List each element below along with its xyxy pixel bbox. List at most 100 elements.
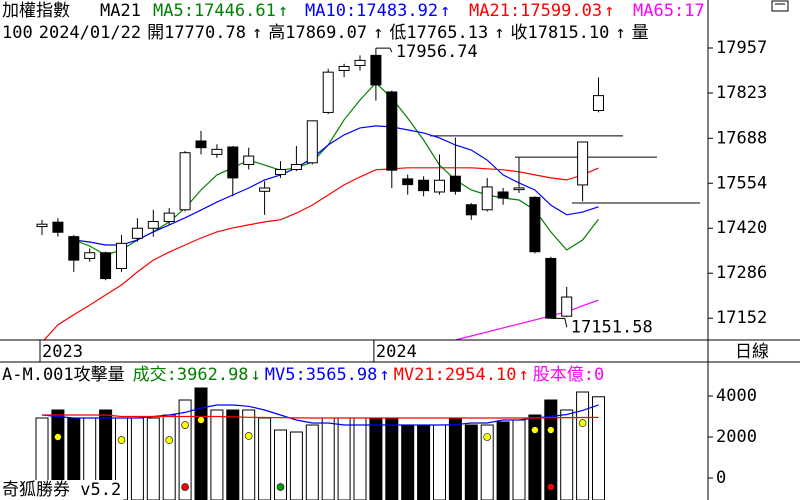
candle-body	[195, 140, 207, 149]
volume-bar	[448, 417, 462, 500]
footer-bg	[0, 480, 124, 500]
volume-bar	[35, 417, 49, 500]
volume-bar	[353, 417, 367, 500]
signal-dot	[244, 432, 253, 440]
candle-body	[147, 221, 159, 229]
signal-dot	[276, 483, 285, 491]
volume-bar	[401, 424, 415, 500]
y-tick-label: 17823	[716, 83, 767, 103]
volume-bar	[258, 417, 272, 500]
header-bg	[0, 363, 707, 385]
ma-line	[42, 414, 599, 419]
candle-body	[354, 59, 366, 66]
y-tick-label: 17152	[716, 308, 767, 328]
candle-body	[593, 95, 604, 111]
candle-body	[116, 242, 127, 270]
volume-bar	[194, 387, 208, 500]
signal-dot	[197, 416, 205, 424]
candle-body	[163, 212, 175, 223]
volume-bar	[560, 409, 574, 500]
volume-bar	[576, 391, 590, 500]
volume-bar	[496, 421, 510, 500]
window-button[interactable]	[771, 0, 789, 12]
candle-body	[306, 120, 318, 164]
volume-bar	[433, 424, 446, 500]
y-tick-label: 2000	[716, 427, 757, 447]
chart-title: 加權指數	[2, 1, 70, 21]
y-tick-label: 17957	[716, 38, 767, 58]
signal-dot	[483, 433, 492, 441]
signal-dot	[165, 436, 173, 444]
volume-bar	[130, 417, 144, 500]
info-item: ↑	[373, 23, 383, 43]
legend-label: MA5:17446.61	[153, 1, 276, 21]
candle-body	[52, 221, 64, 233]
candle-body	[402, 178, 414, 186]
candle-body	[84, 252, 96, 259]
period-label: 日線	[735, 342, 769, 362]
overlay: 17956.74 17151.58 17957 17823 17688 17554 1742…	[0, 0, 769, 500]
volume-bar	[210, 409, 224, 500]
volume-bar	[99, 409, 113, 500]
candle-body	[370, 54, 382, 86]
info-item: 量	[632, 23, 649, 43]
info-item: ↑	[252, 23, 262, 43]
candle-body	[36, 223, 48, 228]
legend-arrow: ↓	[251, 365, 261, 385]
legend-label: MA21:17599.03	[469, 1, 602, 21]
indicator-label: MA21	[100, 1, 141, 21]
annotation-leader	[375, 47, 393, 53]
candle-body	[68, 236, 80, 261]
signal-dot	[546, 426, 555, 434]
volume-bar	[385, 417, 399, 500]
legend-label: 股本億:0	[533, 365, 604, 385]
candle-body	[211, 148, 223, 155]
volume-title: A-M.001攻擊量	[2, 365, 125, 385]
candle-body	[497, 191, 509, 199]
y-tick-label: 4000	[716, 386, 757, 406]
volume-bar	[321, 417, 335, 500]
candle-body	[290, 163, 302, 170]
signal-dot	[546, 483, 555, 491]
candle-body	[322, 71, 334, 113]
info-item: 收17815.10	[511, 23, 610, 43]
y-tick-label: 0	[716, 468, 726, 488]
volume-bar	[592, 396, 605, 500]
volume-bar	[464, 424, 478, 500]
signal-dot	[578, 419, 587, 427]
info-item: 100	[2, 23, 33, 43]
annotation-leader	[550, 317, 568, 328]
info-item: 高17869.07	[268, 23, 367, 43]
legend-arrow: ↑	[379, 365, 389, 385]
y-tick-label: 17286	[716, 263, 767, 283]
candle-body	[100, 252, 112, 280]
volume-plot	[35, 387, 605, 500]
candle-body	[481, 186, 493, 211]
candle-body	[418, 179, 430, 192]
ma-line	[41, 404, 599, 426]
legend-label: MV5:3565.98	[265, 365, 378, 385]
legend-arrow: ↑	[440, 1, 450, 21]
volume-bar	[242, 409, 256, 500]
signal-dot	[181, 421, 189, 429]
signal-dot	[181, 483, 189, 491]
x-tick-label: 2024	[376, 342, 417, 362]
legend-arrow: ↑	[604, 1, 614, 21]
candle-body	[179, 152, 191, 211]
candle-body	[259, 187, 271, 192]
annotation-label: 17151.58	[571, 317, 653, 337]
info-item: 低17765.13	[389, 23, 488, 43]
candle-body	[275, 168, 286, 176]
info-item: 開17770.78	[147, 23, 246, 43]
candle-body	[243, 155, 255, 165]
y-tick-label: 17554	[716, 173, 767, 193]
candle-body	[529, 196, 541, 253]
info-item: ↑	[615, 23, 625, 43]
ma-line	[73, 125, 599, 246]
header-bg	[0, 0, 707, 23]
volume-bar	[274, 429, 287, 500]
legend-arrow: ↑	[278, 1, 288, 21]
candle-body	[386, 91, 398, 171]
ma-line	[455, 299, 599, 340]
candle-body	[465, 204, 477, 216]
